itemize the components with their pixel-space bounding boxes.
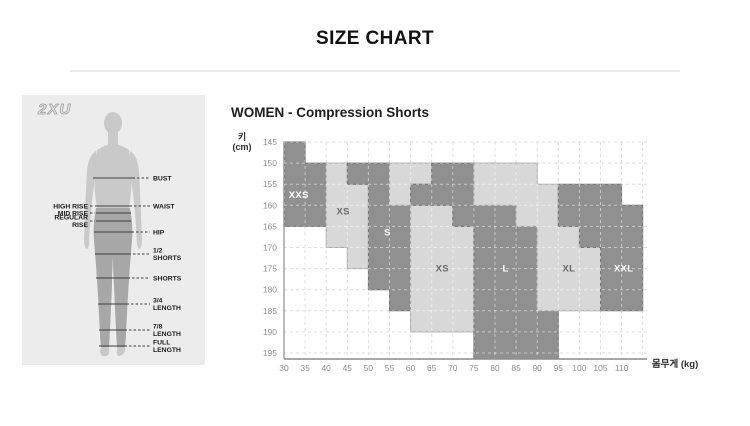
measure-label-full-length: FULL LENGTH <box>153 340 181 355</box>
page-title: SIZE CHART <box>316 28 434 49</box>
size-region-label-l-4: L <box>502 264 508 275</box>
y-tick-185: 185 <box>263 306 277 316</box>
x-tick-85: 85 <box>511 363 521 373</box>
rise-label-0: HIGH RISE <box>53 203 88 210</box>
x-tick-80: 80 <box>490 363 500 373</box>
x-tick-65: 65 <box>427 363 437 373</box>
y-tick-170: 170 <box>263 243 277 253</box>
y-tick-175: 175 <box>263 264 277 274</box>
y-tick-165: 165 <box>263 221 277 231</box>
x-tick-105: 105 <box>593 363 607 373</box>
y-axis-label-text: 키 <box>237 132 247 142</box>
measure-label-waist: WAIST <box>153 203 175 210</box>
size-region-label-xl-5: XL <box>562 264 575 275</box>
measure-label-1-2-shorts: 1/2 SHORTS <box>153 248 182 263</box>
x-tick-50: 50 <box>364 363 374 373</box>
divider <box>70 70 680 72</box>
size-region-label-xxs-0: XXS <box>289 190 309 201</box>
y-axis-label: 키 (cm) <box>226 132 258 152</box>
measure-label-bust: BUST <box>153 175 172 182</box>
x-axis-label: 몸무게 (kg) <box>652 359 699 370</box>
y-axis-unit-text: (cm) <box>232 142 252 152</box>
x-tick-70: 70 <box>448 363 458 373</box>
x-tick-60: 60 <box>406 363 416 373</box>
x-tick-35: 35 <box>300 363 310 373</box>
measure-label-hip: HIP <box>153 229 165 236</box>
measure-label-7-8-length: 7/8 LENGTH <box>153 324 181 339</box>
x-tick-90: 90 <box>532 363 542 373</box>
y-tick-195: 195 <box>263 348 277 358</box>
x-tick-55: 55 <box>385 363 395 373</box>
body-measurement-panel: 2XU BUST WAIST HIP 1/2 SHORTS SHORTS 3/4 LENGTH… <box>22 95 205 365</box>
x-tick-40: 40 <box>321 363 331 373</box>
x-tick-100: 100 <box>572 363 586 373</box>
size-region-chart: XXS XS S XS L XL XXL 145 150 155 160 165 170 175 180 18… <box>263 137 647 373</box>
y-tick-150: 150 <box>263 158 277 168</box>
rise-label-1: MID RISE <box>58 210 89 217</box>
size-regions <box>283 141 644 360</box>
y-tick-190: 190 <box>263 327 277 337</box>
y-tick-155: 155 <box>263 179 277 189</box>
x-tick-75: 75 <box>469 363 479 373</box>
y-tick-160: 160 <box>263 200 277 210</box>
size-region-label-xxl-6: XXL <box>614 264 633 275</box>
x-tick-45: 45 <box>343 363 353 373</box>
brand-logo-2xu: 2XU <box>37 101 72 118</box>
rise-label-2: REGULAR RISE <box>54 215 88 230</box>
size-region-label-xs-3: XS <box>436 264 449 275</box>
y-tick-145: 145 <box>263 137 277 147</box>
measure-label-shorts: SHORTS <box>153 275 182 282</box>
chart-subtitle: WOMEN - Compression Shorts <box>231 105 430 120</box>
size-region-label-xs-1: XS <box>336 207 349 218</box>
x-tick-95: 95 <box>554 363 564 373</box>
x-tick-30: 30 <box>279 363 289 373</box>
body-diagram: 2XU BUST WAIST HIP 1/2 SHORTS SHORTS 3/4 LENGTH… <box>37 101 182 357</box>
y-tick-180: 180 <box>263 285 277 295</box>
x-tick-110: 110 <box>615 363 629 373</box>
compression-tights-shape <box>93 208 133 347</box>
size-region-label-s-2: S <box>384 228 391 239</box>
measure-label-3-4-length: 3/4 LENGTH <box>153 298 181 313</box>
body-silhouette <box>84 112 142 357</box>
